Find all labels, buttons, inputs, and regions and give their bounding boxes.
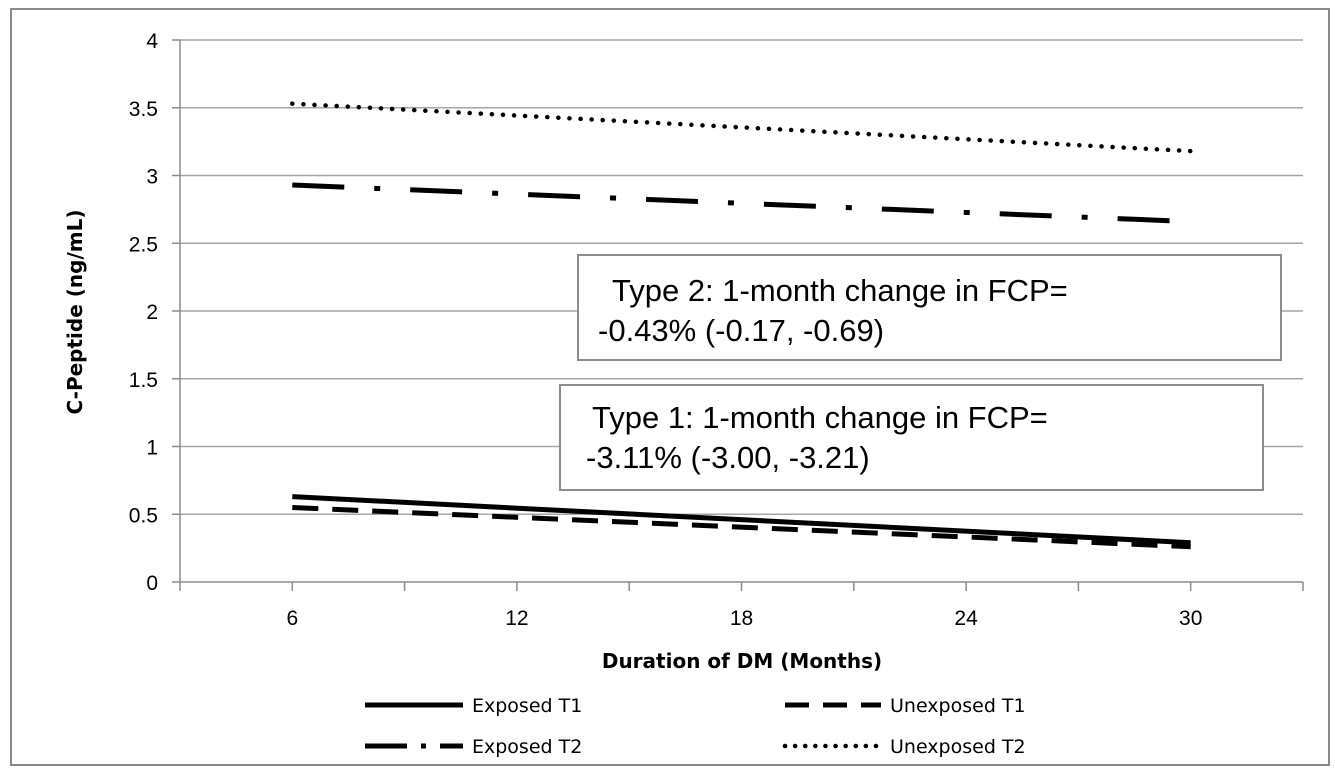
series-line-exposed-t1 [292,494,1191,546]
legend-label: Exposed T1 [472,695,582,717]
x-tick-label: 18 [730,607,753,630]
legend-label: Unexposed T2 [890,736,1026,758]
y-tick-label: 2 [146,301,158,324]
legend-item: Unexposed T2 [782,736,1026,758]
x-tick-label: 30 [1179,607,1202,630]
y-tick-label: 2.5 [129,233,158,256]
y-tick-label: 0 [146,572,158,595]
legend: Exposed T1 Unexposed T1 Exposed T2 Unexp… [365,695,1026,758]
series-lines [290,101,1193,550]
annotation-type1: Type 1: 1-month change in FCP= -3.11% (-… [559,384,1264,491]
y-tick-label: 4 [146,30,158,53]
series-line-unexposed-t2 [290,101,1193,154]
y-tick-label: 3 [146,166,158,189]
annotation-line: Type 2: 1-month change in FCP= [612,273,1068,308]
legend-item: Exposed T2 [365,736,582,758]
y-tick-label: 0.5 [129,504,158,527]
y-tick-label: 1.5 [129,369,158,392]
x-tick-label: 6 [286,607,298,630]
series-line-exposed-t2 [292,182,1191,225]
legend-item: Exposed T1 [365,695,582,717]
annotation-box [577,254,1282,361]
x-tick-label: 24 [954,607,978,630]
x-axis-title: Duration of DM (Months) [602,649,882,673]
chart-frame [10,8,1330,766]
y-tick-label: 3.5 [129,98,158,121]
annotation-line: -3.11% (-3.00, -3.21) [586,440,870,475]
axes: 0 0.5 1 1.5 2 2.5 3 3.5 4 6 12 18 24 30 [129,30,1304,630]
x-tick-label: 12 [505,607,528,630]
legend-label: Unexposed T1 [890,695,1026,717]
annotation-type2: Type 2: 1-month change in FCP= -0.43% (-… [577,254,1282,361]
legend-item: Unexposed T1 [785,695,1026,717]
legend-label: Exposed T2 [472,736,582,758]
annotation-line: -0.43% (-0.17, -0.69) [598,313,884,348]
y-axis-title: C-Peptide (ng/mL) [63,210,87,415]
annotation-line: Type 1: 1-month change in FCP= [592,400,1048,435]
annotation-box [559,384,1264,491]
y-tick-label: 1 [146,437,158,460]
series-line-unexposed-t1 [292,504,1191,550]
